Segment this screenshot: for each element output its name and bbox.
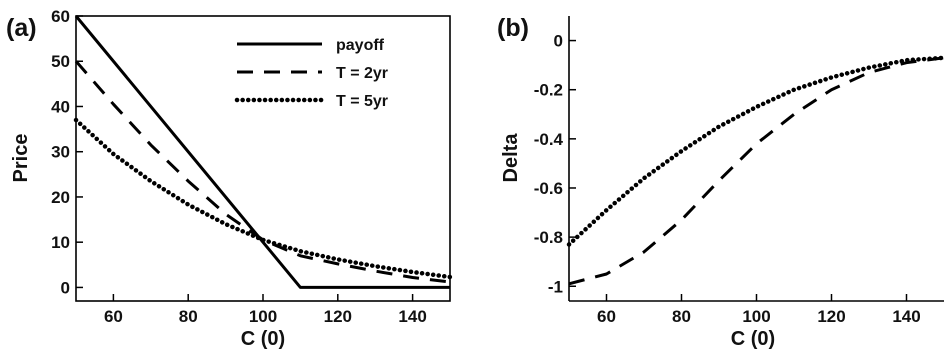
panel-a-x-tick-label: 100 — [249, 307, 277, 326]
panel-b-y-tick-label: 0 — [554, 32, 563, 51]
panel-a-label: (a) — [6, 14, 37, 42]
panel-a-x-tick-label: 120 — [324, 307, 352, 326]
panel-a-x-tick-label: 80 — [179, 307, 198, 326]
panel-b-y-tick-label: -0.4 — [534, 130, 564, 149]
panel-a-price-chart: (a) 60 80 100 120 140 0 10 20 30 40 50 60 C (0) Pri… — [6, 7, 453, 350]
panel-a-y-tick-label: 20 — [51, 188, 70, 207]
panel-b-x-axis-label: C (0) — [731, 328, 775, 350]
panel-b-label: (b) — [497, 14, 529, 42]
panel-b-x-tick-label: 120 — [817, 307, 845, 326]
panel-a-y-tick-label: 30 — [51, 143, 70, 162]
panel-a-series-t-2yr-line — [74, 60, 451, 284]
panel-b-y-tick-label: -0.2 — [534, 81, 563, 100]
panel-a-series-t-5yr-line — [73, 117, 453, 280]
panel-a-x-tick-label: 140 — [398, 307, 426, 326]
panel-a-y-axis-label: Price — [10, 134, 32, 183]
legend-t5yr-label: T = 5yr — [336, 93, 388, 110]
panel-a-y-tick-label: 50 — [51, 52, 70, 71]
panel-b-series — [566, 55, 944, 286]
panel-a-plot-frame — [75, 15, 451, 302]
panel-b-ticks: 60 80 100 120 140 0 -0.2 -0.4 -0.6 -0.8 -1 — [534, 32, 921, 326]
panel-b-y-tick-label: -0.6 — [534, 179, 563, 198]
panel-a-y-tick-label: 40 — [51, 97, 70, 116]
panel-a-x-tick-label: 60 — [104, 307, 123, 326]
panel-b-x-tick-label: 60 — [597, 307, 616, 326]
panel-b-series-t-5yr-line — [566, 55, 944, 247]
panel-a-y-tick-label: 60 — [51, 7, 70, 26]
panel-b-series-t-2yr-line — [568, 56, 944, 286]
panel-a-series — [73, 15, 453, 289]
legend-t2yr-label: T = 2yr — [336, 65, 388, 82]
panel-b-x-tick-label: 100 — [742, 307, 770, 326]
panel-b-y-axis-label: Delta — [500, 133, 522, 183]
panel-a-y-tick-label: 0 — [61, 278, 70, 297]
panel-b-x-tick-label: 140 — [892, 307, 920, 326]
panel-b-y-tick-label: -0.8 — [534, 228, 563, 247]
panel-a-y-tick-label: 10 — [51, 233, 70, 252]
panel-a-x-axis-label: C (0) — [241, 328, 285, 350]
legend-payoff-label: payoff — [336, 37, 385, 54]
panel-a-series-payoff-line — [74, 15, 450, 289]
panel-b-delta-chart: (b) 60 80 100 120 140 0 -0.2 -0.4 -0.6 -0.8 -1 C (… — [497, 14, 944, 350]
panel-a-legend: payoff T = 2yr T = 5yr — [234, 37, 388, 110]
panel-a-ticks: 60 80 100 120 140 0 10 20 30 40 50 60 — [51, 7, 427, 326]
panel-b-x-tick-label: 80 — [672, 307, 691, 326]
panel-b-y-tick-label: -1 — [548, 277, 563, 296]
